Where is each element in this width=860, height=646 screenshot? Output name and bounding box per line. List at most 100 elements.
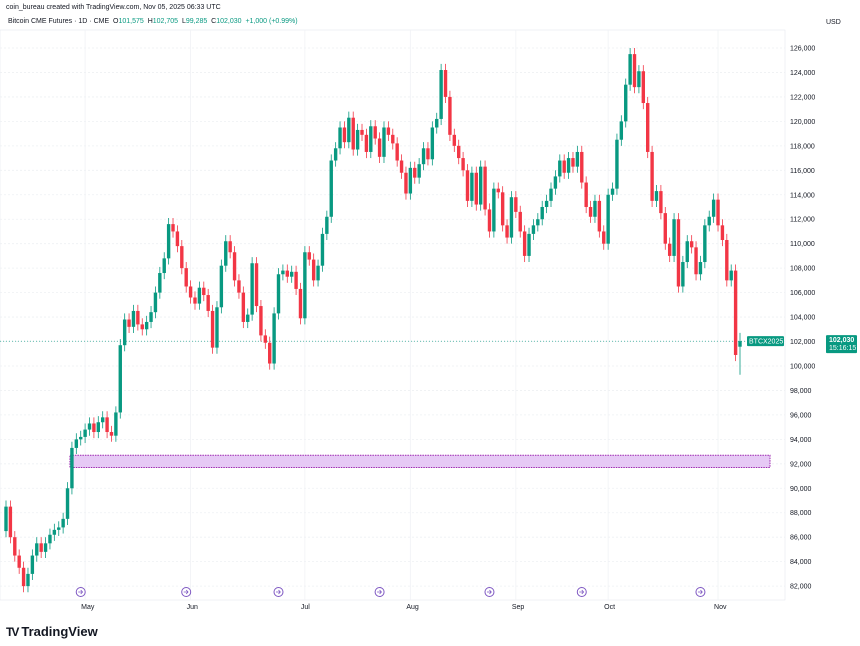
candle-body <box>426 148 430 160</box>
open-value: 101,575 <box>118 18 144 25</box>
candle <box>720 219 725 247</box>
candle <box>65 482 70 525</box>
candle-body <box>610 188 615 195</box>
candle <box>294 265 298 296</box>
candle <box>707 210 711 232</box>
currency-label: USD <box>826 19 841 26</box>
event-marker-icon[interactable] <box>75 587 86 597</box>
candle <box>549 182 553 207</box>
candle-body <box>492 188 496 232</box>
plot-border <box>0 29 786 601</box>
candle-body <box>399 160 404 173</box>
candle <box>83 423 87 444</box>
price-tick: 86,000 <box>790 535 812 542</box>
candle-body <box>52 529 57 535</box>
candle <box>663 206 667 250</box>
tradingview-logo[interactable]: TV TradingView <box>6 624 98 639</box>
event-marker-icon[interactable] <box>374 587 385 597</box>
event-marker-icon[interactable] <box>484 587 495 597</box>
candle <box>193 291 197 310</box>
close-value: 102,030 <box>216 18 242 25</box>
price-tick: 98,000 <box>790 388 812 395</box>
candle <box>461 151 465 177</box>
candle-body <box>140 324 144 330</box>
candle <box>435 112 439 134</box>
candle-body <box>61 518 65 528</box>
candle <box>325 210 329 241</box>
candle-body <box>175 231 180 247</box>
candle-body <box>96 422 100 433</box>
candle-body <box>522 231 527 256</box>
candle-body <box>650 151 654 201</box>
candle <box>4 500 8 538</box>
candle <box>202 281 206 302</box>
support-zone-group <box>69 454 771 468</box>
candle <box>395 137 399 167</box>
low-label: L <box>181 18 186 25</box>
candle <box>610 182 615 201</box>
candle-body <box>149 312 153 322</box>
candle <box>158 266 162 299</box>
candle <box>21 561 26 593</box>
candle <box>522 225 527 263</box>
candle-body <box>144 321 149 330</box>
candle-body <box>360 129 364 135</box>
time-tick: Nov <box>714 604 727 611</box>
candle-body <box>268 342 272 364</box>
candle-body <box>566 158 571 173</box>
arrow-icon <box>183 589 189 595</box>
candle <box>206 288 210 318</box>
candle <box>149 306 153 329</box>
candle <box>281 264 285 281</box>
candlestick-chart[interactable]: 82,000 84,000 86,000 88,000 90,000 92,000 94,0… <box>0 0 860 620</box>
candle <box>448 90 452 141</box>
candle <box>285 264 289 283</box>
candle <box>694 241 698 281</box>
candle-body <box>136 310 140 325</box>
brand-name: TradingView <box>21 624 98 639</box>
candle-body <box>228 241 232 253</box>
candle-body <box>514 197 518 212</box>
event-marker-icon[interactable] <box>181 587 192 597</box>
candle-body <box>729 270 733 281</box>
candle-body <box>637 71 641 88</box>
high-label: H <box>147 18 153 25</box>
candle <box>421 142 426 171</box>
candle-body <box>474 172 478 205</box>
candle <box>215 301 219 354</box>
candle-body <box>254 263 259 307</box>
candle-body <box>382 127 386 157</box>
candle-body <box>628 54 632 85</box>
candle-body <box>404 172 408 194</box>
candle-body <box>558 160 562 177</box>
candle <box>61 512 65 534</box>
candle-body <box>580 151 584 183</box>
candle-body <box>527 233 531 256</box>
event-marker-icon[interactable] <box>695 587 706 597</box>
candle-body <box>355 129 360 150</box>
event-marker-icon[interactable] <box>576 587 587 597</box>
candle <box>483 160 487 216</box>
candle <box>654 184 659 207</box>
countdown: 15:16:15 <box>829 345 856 352</box>
candle-body <box>202 287 206 296</box>
candle <box>369 120 373 159</box>
candle <box>188 280 193 304</box>
candle-body <box>289 271 294 277</box>
candle-body <box>316 265 320 281</box>
candle-body <box>303 252 307 319</box>
price-tick: 102,000 <box>790 339 815 346</box>
candle-body <box>536 219 540 226</box>
candle <box>399 154 404 179</box>
candle-body <box>109 432 114 436</box>
symbol-title[interactable]: Bitcoin CME Futures · 1D · CME <box>8 18 110 25</box>
candle-body <box>413 167 417 178</box>
candle <box>624 78 628 128</box>
event-marker-icon[interactable] <box>273 587 284 597</box>
candle <box>531 219 536 241</box>
candle <box>329 154 333 223</box>
candle-body <box>166 224 171 259</box>
candle <box>298 282 303 325</box>
candle <box>575 145 580 173</box>
candle <box>386 121 391 141</box>
